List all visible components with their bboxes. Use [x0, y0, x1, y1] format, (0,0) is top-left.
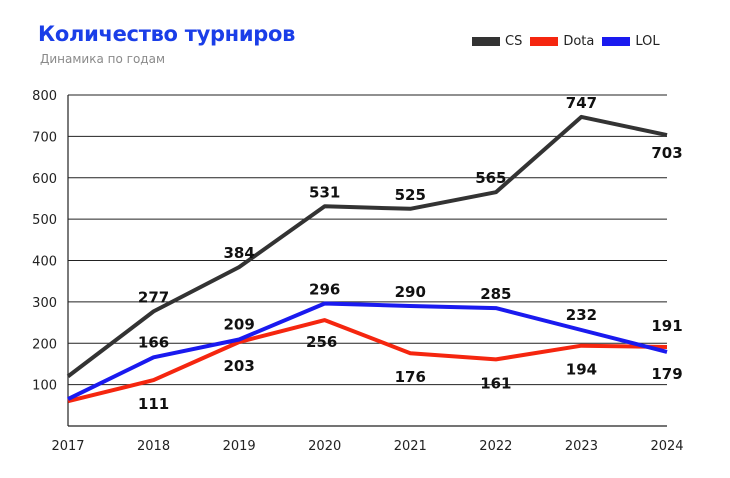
data-label-lol: 209: [223, 316, 254, 334]
data-label-cs: 384: [223, 244, 254, 262]
chart-legend: CS Dota LOL: [472, 34, 668, 49]
legend-label-dota: Dota: [563, 34, 595, 49]
x-tick-label: 2020: [308, 439, 341, 454]
legend-swatch-dota: [530, 37, 559, 46]
legend-item-lol: LOL: [602, 34, 660, 49]
data-label-cs: 747: [566, 94, 597, 112]
legend-item-cs: CS: [472, 34, 522, 49]
legend-swatch-lol: [602, 37, 631, 46]
data-label-dota: 256: [306, 333, 337, 351]
x-tick-label: 2023: [565, 439, 598, 454]
data-label-lol: 179: [651, 365, 682, 383]
chart-subtitle: Динамика по годам: [40, 52, 165, 66]
y-tick-label: 600: [32, 172, 57, 187]
data-label-cs: 531: [309, 183, 340, 201]
data-label-lol: 290: [395, 283, 426, 301]
data-label-lol: 296: [309, 281, 340, 299]
legend-swatch-cs: [472, 37, 500, 46]
legend-label-cs: CS: [505, 34, 523, 49]
data-label-cs: 525: [395, 186, 426, 204]
data-label-dota: 194: [566, 361, 597, 379]
data-label-dota: 161: [480, 374, 511, 392]
y-tick-label: 500: [32, 213, 57, 228]
x-tick-label: 2024: [650, 439, 683, 454]
x-tick-label: 2017: [51, 439, 84, 454]
data-label-dota: 191: [651, 317, 682, 335]
series-line-dota: [67, 318, 668, 404]
x-tick-label: 2022: [479, 439, 512, 454]
data-label-lol: 166: [138, 333, 169, 351]
x-tick-label: 2021: [394, 439, 427, 454]
y-tick-label: 200: [32, 337, 57, 352]
chart-title: Количество турниров: [38, 22, 296, 46]
data-label-cs: 277: [138, 288, 169, 306]
x-tick-label: 2019: [223, 439, 256, 454]
y-tick-label: 400: [32, 255, 57, 270]
y-tick-label: 800: [32, 89, 57, 104]
legend-label-lol: LOL: [635, 34, 660, 49]
data-label-lol: 285: [480, 285, 511, 303]
y-tick-label: 100: [32, 379, 57, 394]
y-tick-label: 700: [32, 130, 57, 145]
series-line-cs: [66, 114, 668, 378]
data-label-cs: 703: [651, 144, 682, 162]
data-label-lol: 232: [566, 306, 597, 324]
data-label-cs: 565: [475, 169, 506, 187]
data-label-dota: 111: [138, 395, 169, 413]
legend-item-dota: Dota: [530, 34, 594, 49]
data-label-dota: 176: [395, 368, 426, 386]
series-line-lol: [67, 301, 668, 401]
x-tick-label: 2018: [137, 439, 170, 454]
data-label-dota: 203: [223, 357, 254, 375]
y-tick-label: 300: [32, 296, 57, 311]
